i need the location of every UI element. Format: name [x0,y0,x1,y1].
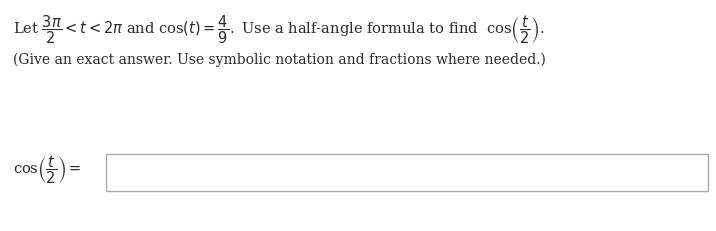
Text: Let $\dfrac{3\pi}{2} < t < 2\pi$ and cos$(t) = \dfrac{4}{9}.$ Use a half-angle f: Let $\dfrac{3\pi}{2} < t < 2\pi$ and cos… [13,14,544,46]
Text: cos$\left(\dfrac{t}{2}\right) =$: cos$\left(\dfrac{t}{2}\right) =$ [13,153,81,185]
Text: (Give an exact answer. Use symbolic notation and fractions where needed.): (Give an exact answer. Use symbolic nota… [13,53,546,67]
Bar [106,154,708,191]
